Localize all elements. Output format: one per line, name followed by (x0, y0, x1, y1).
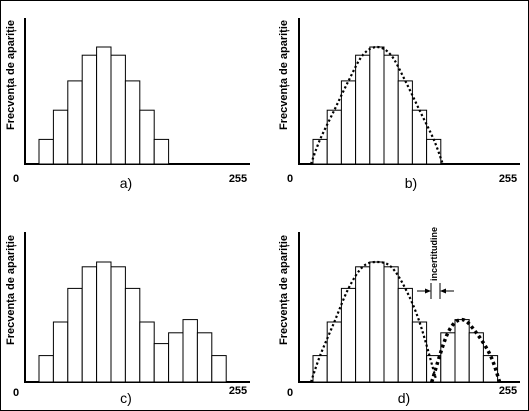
histogram-bar (340, 80, 357, 165)
x-axis-start-label: 0 (287, 387, 293, 399)
histogram-bar (168, 332, 184, 383)
histogram-bar (124, 287, 141, 383)
axes (298, 18, 520, 165)
uncertainty-arrowhead-left (425, 288, 431, 294)
panel-a: Frecvența de apariție 0 255 a) (5, 18, 250, 191)
histogram-bar (211, 355, 227, 383)
bar-group (312, 46, 442, 165)
panel-d: Frecvența de apariție 0 255 d) incertitu… (278, 227, 520, 406)
histogram-bar (182, 319, 198, 383)
x-axis-start-label: 0 (13, 173, 19, 185)
histogram-bar (196, 332, 213, 383)
histogram-bar (440, 332, 456, 383)
histogram-bar (81, 266, 98, 383)
x-axis-end-label: 255 (499, 173, 517, 185)
y-axis-label: Frecvența de apariție (278, 20, 290, 130)
panel-caption: a) (120, 175, 132, 191)
bar-group (38, 261, 227, 383)
x-axis-end-label: 255 (499, 385, 517, 397)
secondary-envelope-curve (430, 317, 502, 383)
histogram-bar (355, 54, 371, 165)
histogram-bar (397, 287, 413, 383)
histogram-bar (52, 109, 69, 165)
bar-group (312, 261, 499, 383)
histogram-bar (110, 54, 126, 165)
histogram-bar (411, 321, 428, 383)
envelope-curve (309, 260, 437, 383)
histogram-bar (468, 332, 484, 383)
histogram-bar (81, 54, 98, 165)
panel-b: Frecvența de apariție 0 255 b) (278, 18, 520, 191)
histogram-bar (340, 287, 357, 383)
x-axis-end-label: 255 (229, 173, 247, 185)
bar-group (38, 46, 170, 165)
histogram-bar (397, 80, 413, 165)
histogram-bar (369, 261, 385, 383)
histogram-bar (454, 319, 470, 383)
histogram-bar (67, 80, 83, 165)
panel-caption: b) (405, 175, 417, 191)
uncertainty-label: incertitudine (429, 227, 439, 281)
x-axis-start-label: 0 (287, 173, 293, 185)
histogram-bar (38, 355, 54, 383)
histogram-bar (326, 321, 342, 383)
histogram-bar (67, 287, 83, 383)
histogram-bar (383, 266, 399, 383)
histogram-bar (52, 321, 69, 383)
histogram-bar (383, 54, 399, 165)
panel-caption: c) (120, 390, 132, 406)
x-axis-end-label: 255 (229, 385, 247, 397)
histogram-bar (124, 80, 141, 165)
y-axis-label: Frecvența de apariție (278, 235, 290, 345)
histogram-bar (139, 109, 155, 165)
x-axis-start-label: 0 (13, 387, 19, 399)
y-axis-label: Frecvența de apariție (5, 235, 17, 345)
histogram-bar (355, 266, 371, 383)
y-axis-label: Frecvența de apariție (5, 20, 17, 130)
uncertainty-arrowhead-right (440, 288, 446, 294)
histogram-bar (96, 46, 112, 165)
histogram-bar (312, 138, 328, 165)
envelope-curve (309, 45, 444, 165)
histogram-bar (326, 109, 342, 165)
histogram-bar (153, 343, 170, 383)
histogram-bar (110, 266, 126, 383)
panel-c: Frecvența de apariție 0 255 c) (5, 232, 250, 406)
panel-caption: d) (398, 390, 410, 406)
axes (24, 18, 250, 165)
histogram-bar (96, 261, 112, 383)
histogram-bar (38, 138, 54, 165)
histogram-bar (426, 138, 442, 165)
histogram-bar (369, 46, 385, 165)
histogram-bar (153, 138, 170, 165)
histogram-bar (139, 321, 155, 383)
